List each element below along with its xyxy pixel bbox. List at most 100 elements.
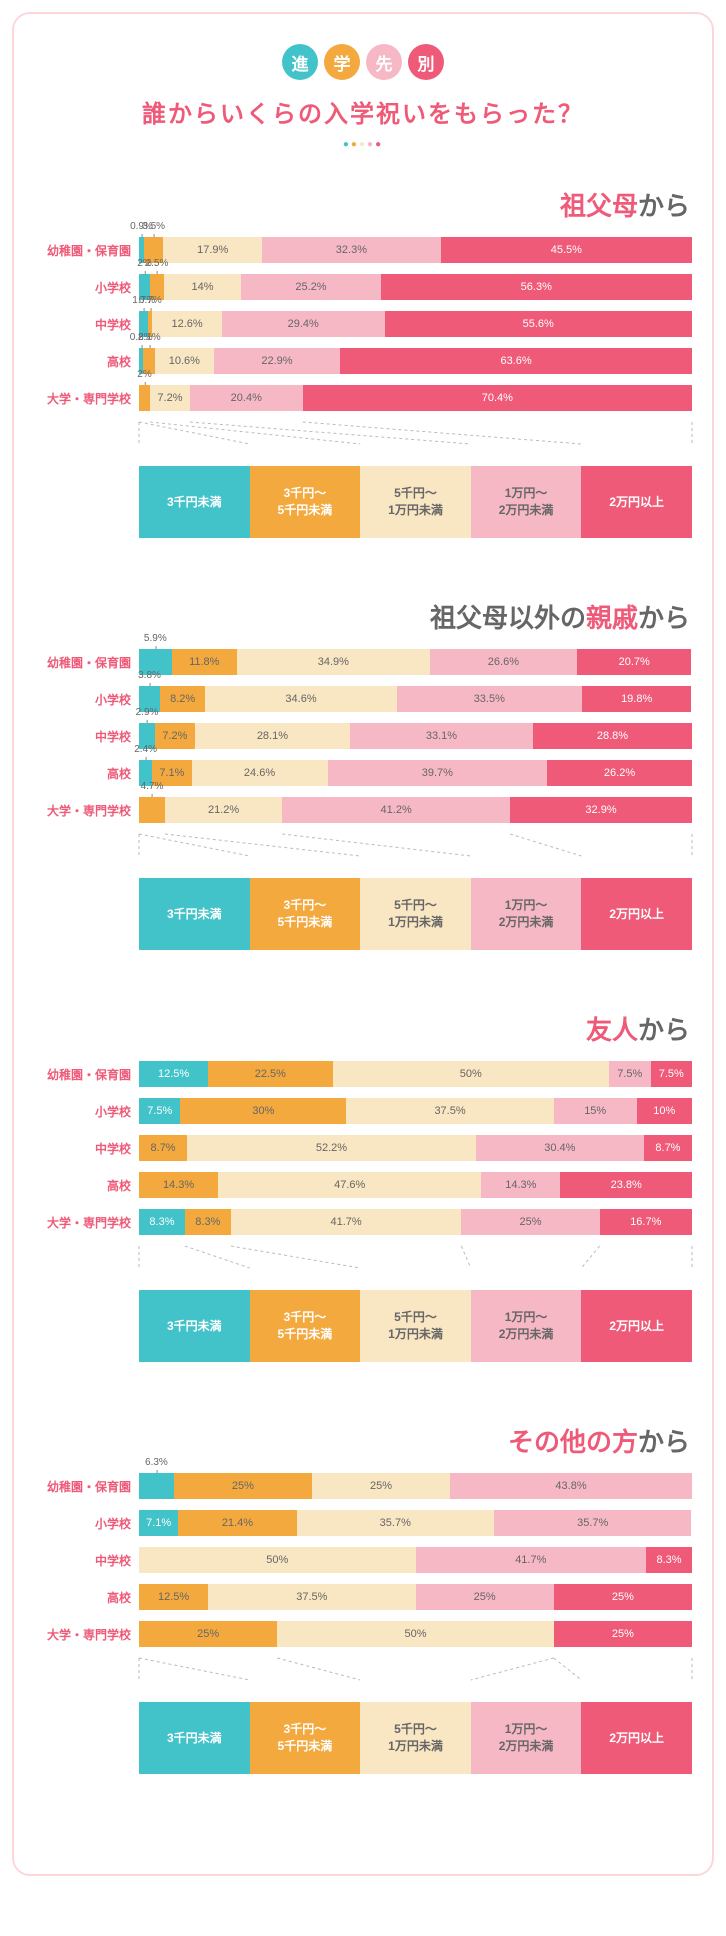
row-label: 中学校 xyxy=(34,316,139,333)
section-title: その他の方から xyxy=(34,1422,692,1459)
row-label: 小学校 xyxy=(34,1103,139,1120)
bar-row: 小学校3.8%8.2%34.6%33.5%19.8% xyxy=(34,686,692,712)
bar-segment xyxy=(139,1473,174,1499)
bar-segment: 7.5% xyxy=(651,1061,692,1087)
bar-segment: 8.3% xyxy=(185,1209,231,1235)
header-pill: 先 xyxy=(366,44,402,80)
bar-segment: 50% xyxy=(139,1547,416,1573)
stacked-bar: 50%41.7%8.3% xyxy=(139,1547,692,1573)
legend-box: 2万円以上 xyxy=(581,878,692,950)
row-label: 中学校 xyxy=(34,1552,139,1569)
bar-segment: 8.2% xyxy=(160,686,205,712)
bar-wrap: 12.5%37.5%25%25% xyxy=(139,1584,692,1610)
stacked-bar: 25%50%25% xyxy=(139,1621,692,1647)
bar-segment: 34.9% xyxy=(237,649,430,675)
chart-section: 祖父母以外の親戚から幼稚園・保育園5.9%11.8%34.9%26.6%20.7… xyxy=(34,598,692,950)
bar-segment: 28.8% xyxy=(533,723,692,749)
row-label: 中学校 xyxy=(34,728,139,745)
stacked-bar: 12.5%22.5%50%7.5%7.5% xyxy=(139,1061,692,1087)
stacked-bar: 8.3%8.3%41.7%25%16.7% xyxy=(139,1209,692,1235)
stacked-bar: 21.2%41.2%32.9% xyxy=(139,797,692,823)
bar-segment: 21.4% xyxy=(178,1510,296,1536)
bar-segment: 14.3% xyxy=(139,1172,218,1198)
bar-segment: 25% xyxy=(174,1473,312,1499)
bar-segment: 16.7% xyxy=(600,1209,692,1235)
bar-segment: 8.7% xyxy=(644,1135,692,1161)
bar-segment: 8.3% xyxy=(139,1209,185,1235)
bar-segment xyxy=(139,311,148,337)
bar-row: 中学校8.7%52.2%30.4%8.7% xyxy=(34,1135,692,1161)
bar-wrap: 14.3%47.6%14.3%23.8% xyxy=(139,1172,692,1198)
main-title: 誰からいくらの入学祝いをもらった？ xyxy=(34,94,692,129)
stacked-bar: 12.6%29.4%55.6% xyxy=(139,311,692,337)
stacked-bar: 14%25.2%56.3% xyxy=(139,274,692,300)
bar-segment: 41.7% xyxy=(231,1209,462,1235)
sections-container: 祖父母から幼稚園・保育園0.9%3.5%17.9%32.3%45.5%小学校2%… xyxy=(34,186,692,1774)
header-pills: 進学先別 xyxy=(34,44,692,80)
row-label: 高校 xyxy=(34,1589,139,1606)
header-pill: 進 xyxy=(282,44,318,80)
bar-segment: 26.6% xyxy=(430,649,577,675)
bar-segment: 30.4% xyxy=(476,1135,644,1161)
bar-segment: 39.7% xyxy=(328,760,548,786)
legend-box: 2万円以上 xyxy=(581,1702,692,1774)
bar-segment: 25.2% xyxy=(241,274,380,300)
header-pill: 学 xyxy=(324,44,360,80)
legend-box: 1万円～2万円未満 xyxy=(471,1702,582,1774)
legend-box: 3千円～5千円未満 xyxy=(250,1702,361,1774)
bar-segment: 7.2% xyxy=(150,385,190,411)
bar-segment: 32.9% xyxy=(510,797,692,823)
stacked-bar: 7.2%28.1%33.1%28.8% xyxy=(139,723,692,749)
bar-wrap: 0.9%3.5%17.9%32.3%45.5% xyxy=(139,237,692,263)
bar-row: 中学校1.7%0.7%12.6%29.4%55.6% xyxy=(34,311,692,337)
bar-segment: 25% xyxy=(554,1584,692,1610)
bar-segment: 41.7% xyxy=(416,1547,647,1573)
bar-wrap: 8.3%8.3%41.7%25%16.7% xyxy=(139,1209,692,1235)
legend-box: 3千円～5千円未満 xyxy=(250,1290,361,1362)
legend-box: 3千円未満 xyxy=(139,878,250,950)
stacked-bar: 8.2%34.6%33.5%19.8% xyxy=(139,686,692,712)
infographic-frame: 進学先別 誰からいくらの入学祝いをもらった？ ●●●●● 祖父母から幼稚園・保育… xyxy=(12,12,714,1876)
bar-segment: 21.2% xyxy=(165,797,282,823)
legend-box: 5千円～1万円未満 xyxy=(360,1702,471,1774)
bar-segment: 28.1% xyxy=(195,723,350,749)
bar-wrap: 6.3%25%25%43.8% xyxy=(139,1473,692,1499)
bar-segment: 8.7% xyxy=(139,1135,187,1161)
bar-row: 高校12.5%37.5%25%25% xyxy=(34,1584,692,1610)
bar-segment: 33.1% xyxy=(350,723,533,749)
legend-box: 3千円未満 xyxy=(139,1290,250,1362)
bar-segment: 25% xyxy=(461,1209,599,1235)
bar-segment: 56.3% xyxy=(381,274,692,300)
bar-row: 高校14.3%47.6%14.3%23.8% xyxy=(34,1172,692,1198)
row-label: 大学・専門学校 xyxy=(34,1626,139,1643)
chart-section: その他の方から幼稚園・保育園6.3%25%25%43.8%小学校7.1%21.4… xyxy=(34,1422,692,1774)
bar-segment: 19.8% xyxy=(582,686,691,712)
stacked-bar: 7.2%20.4%70.4% xyxy=(139,385,692,411)
legend-box: 5千円～1万円未満 xyxy=(360,466,471,538)
bar-wrap: 2.9%7.2%28.1%33.1%28.8% xyxy=(139,723,692,749)
bar-row: 幼稚園・保育園0.9%3.5%17.9%32.3%45.5% xyxy=(34,237,692,263)
bar-wrap: 8.7%52.2%30.4%8.7% xyxy=(139,1135,692,1161)
bar-wrap: 0.8%2.1%10.6%22.9%63.6% xyxy=(139,348,692,374)
bar-segment: 32.3% xyxy=(262,237,440,263)
bar-row: 幼稚園・保育園6.3%25%25%43.8% xyxy=(34,1473,692,1499)
bar-wrap: 2%2.5%14%25.2%56.3% xyxy=(139,274,692,300)
bar-segment: 17.9% xyxy=(163,237,262,263)
row-label: 小学校 xyxy=(34,1515,139,1532)
row-label: 中学校 xyxy=(34,1140,139,1157)
bar-segment xyxy=(139,274,150,300)
bar-segment xyxy=(139,760,152,786)
bar-segment: 25% xyxy=(139,1621,277,1647)
bar-segment: 26.2% xyxy=(547,760,692,786)
bar-row: 小学校2%2.5%14%25.2%56.3% xyxy=(34,274,692,300)
bar-segment: 8.3% xyxy=(646,1547,692,1573)
bar-segment: 35.7% xyxy=(297,1510,494,1536)
legend: 3千円未満3千円～5千円未満5千円～1万円未満1万円～2万円未満2万円以上 xyxy=(139,466,692,538)
stacked-bar: 10.6%22.9%63.6% xyxy=(139,348,692,374)
row-label: 幼稚園・保育園 xyxy=(34,1066,139,1083)
legend-box: 2万円以上 xyxy=(581,1290,692,1362)
row-label: 幼稚園・保育園 xyxy=(34,654,139,671)
bar-segment: 12.5% xyxy=(139,1061,208,1087)
legend-box: 1万円～2万円未満 xyxy=(471,466,582,538)
bar-row: 大学・専門学校2%7.2%20.4%70.4% xyxy=(34,385,692,411)
